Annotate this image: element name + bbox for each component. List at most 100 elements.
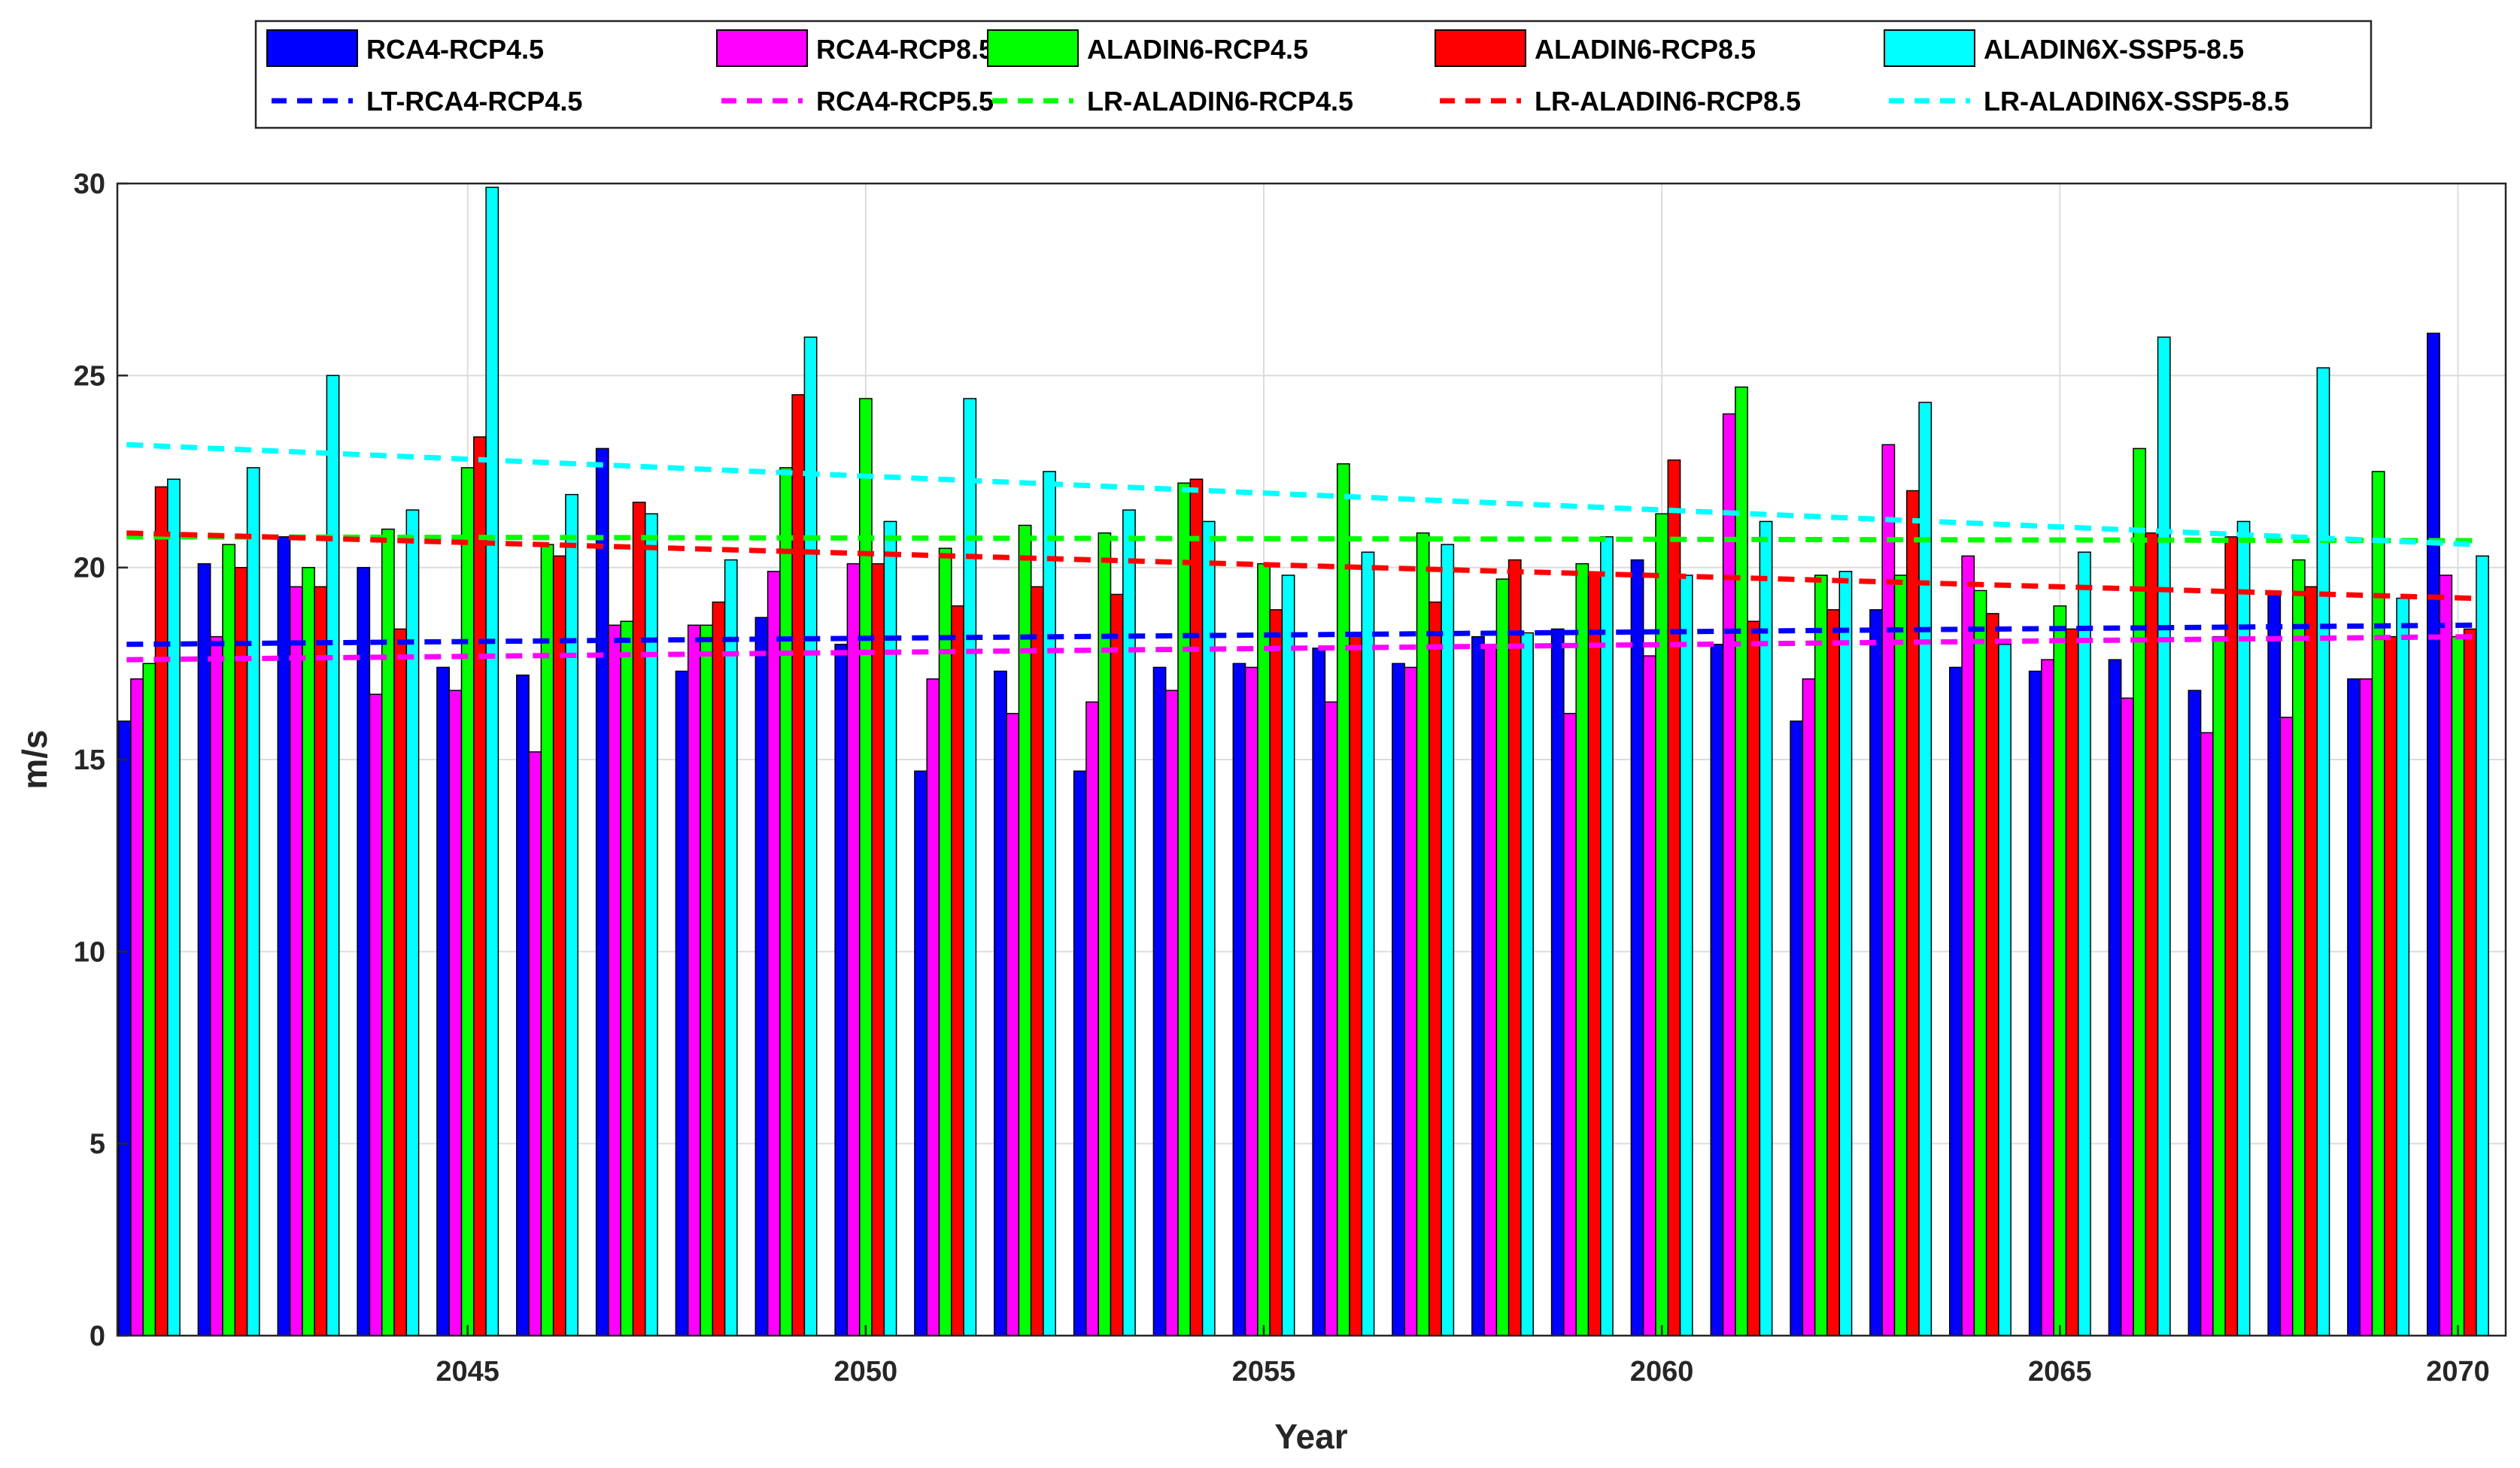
bar: [277, 536, 291, 1336]
bar: [2316, 367, 2330, 1336]
y-tick-label: 25: [74, 360, 105, 392]
y-tick-label: 15: [74, 745, 105, 776]
bar: [381, 528, 395, 1336]
bar: [1257, 563, 1271, 1336]
bar: [2267, 593, 2282, 1336]
bar: [754, 617, 769, 1336]
bar: [791, 394, 806, 1336]
bar: [645, 513, 658, 1336]
bar: [1152, 666, 1167, 1336]
bar: [1655, 513, 1669, 1336]
bar: [2157, 336, 2171, 1336]
bar: [1869, 609, 1883, 1336]
bar: [2120, 697, 2134, 1336]
bar: [1893, 575, 1908, 1336]
bar: [1814, 575, 1828, 1336]
legend-label: LR-ALADIN6-RCP4.5: [1087, 86, 1353, 117]
legend-swatch: [987, 29, 1079, 67]
bar: [460, 467, 475, 1336]
bar: [2236, 520, 2251, 1336]
bar: [1361, 551, 1375, 1336]
bar: [675, 670, 689, 1336]
legend-label: LT-RCA4-RCP4.5: [366, 86, 582, 117]
bar: [1349, 632, 1363, 1336]
bar: [2028, 670, 2042, 1336]
x-tick-label: 2055: [1232, 1356, 1296, 1388]
bar: [846, 563, 861, 1336]
bar: [2041, 659, 2054, 1336]
bar: [1269, 609, 1283, 1336]
y-tick-label: 5: [90, 1129, 105, 1160]
bar: [209, 635, 223, 1336]
bar: [1826, 609, 1841, 1336]
legend-label: ALADIN6X-SSP5-8.5: [1984, 34, 2244, 65]
bar: [938, 547, 952, 1336]
bar: [516, 674, 530, 1336]
bar: [1961, 555, 1975, 1336]
legend-label: ALADIN6-RCP8.5: [1535, 34, 1756, 65]
bar: [142, 663, 156, 1336]
bar: [1018, 524, 1032, 1336]
bar: [2359, 678, 2373, 1336]
bar: [130, 678, 144, 1336]
bar: [2133, 447, 2147, 1336]
bar: [2439, 575, 2453, 1336]
bar: [620, 620, 634, 1336]
legend-label: RCA4-RCP4.5: [366, 34, 544, 65]
bar: [994, 670, 1007, 1336]
bar: [234, 566, 248, 1336]
trend-line: [126, 530, 2473, 602]
bar: [222, 544, 236, 1336]
bar: [1550, 628, 1565, 1336]
x-tick-label: 2065: [2028, 1356, 2092, 1388]
bar: [1747, 620, 1761, 1336]
bar: [2145, 532, 2159, 1336]
bar: [1336, 463, 1350, 1336]
bar: [2476, 555, 2489, 1336]
bar: [540, 544, 554, 1336]
bar: [2347, 678, 2361, 1336]
bar: [289, 586, 303, 1336]
bar: [405, 509, 420, 1336]
bar: [1495, 578, 1510, 1336]
bar: [1881, 444, 1896, 1336]
bar: [1189, 478, 1204, 1336]
y-axis-label: m/s: [15, 729, 54, 789]
y-tick-label: 30: [74, 168, 105, 200]
bar: [1790, 720, 1804, 1336]
x-tick-label: 2045: [436, 1356, 499, 1388]
bar: [357, 566, 371, 1336]
bar: [1416, 532, 1430, 1336]
bar: [393, 628, 408, 1336]
bar: [1507, 559, 1522, 1336]
legend-swatch: [1435, 29, 1526, 67]
axis-ticks: 0 5 10 15 20 25 30 2045 2050 2055 2060 2065 2070: [74, 168, 2490, 1388]
x-axis-label: Year: [1274, 1417, 1347, 1456]
bar: [117, 720, 132, 1336]
bar: [1312, 648, 1326, 1336]
legend-swatch: [266, 29, 358, 67]
bar: [1244, 666, 1258, 1336]
y-tick-label: 10: [74, 936, 105, 968]
bar: [608, 624, 621, 1336]
bar: [2200, 732, 2214, 1336]
bar: [1232, 663, 1246, 1336]
bar: [1441, 544, 1455, 1336]
bar: [1110, 593, 1124, 1336]
bar: [2188, 690, 2202, 1336]
bar: [1471, 635, 1485, 1336]
bar: [2291, 559, 2306, 1336]
trend-line: [126, 534, 2473, 544]
bar: [1600, 536, 1614, 1336]
bar: [687, 624, 701, 1336]
bar: [2463, 628, 2477, 1336]
trend-line: [126, 441, 2473, 547]
legend-swatch: [1884, 29, 1975, 67]
bar: [1985, 613, 1999, 1336]
bar: [632, 502, 646, 1336]
legend-label: RCA4-RCP8.5: [816, 34, 994, 65]
bar: [1710, 644, 1724, 1336]
bar: [528, 751, 542, 1336]
legend-swatch: [716, 29, 808, 67]
